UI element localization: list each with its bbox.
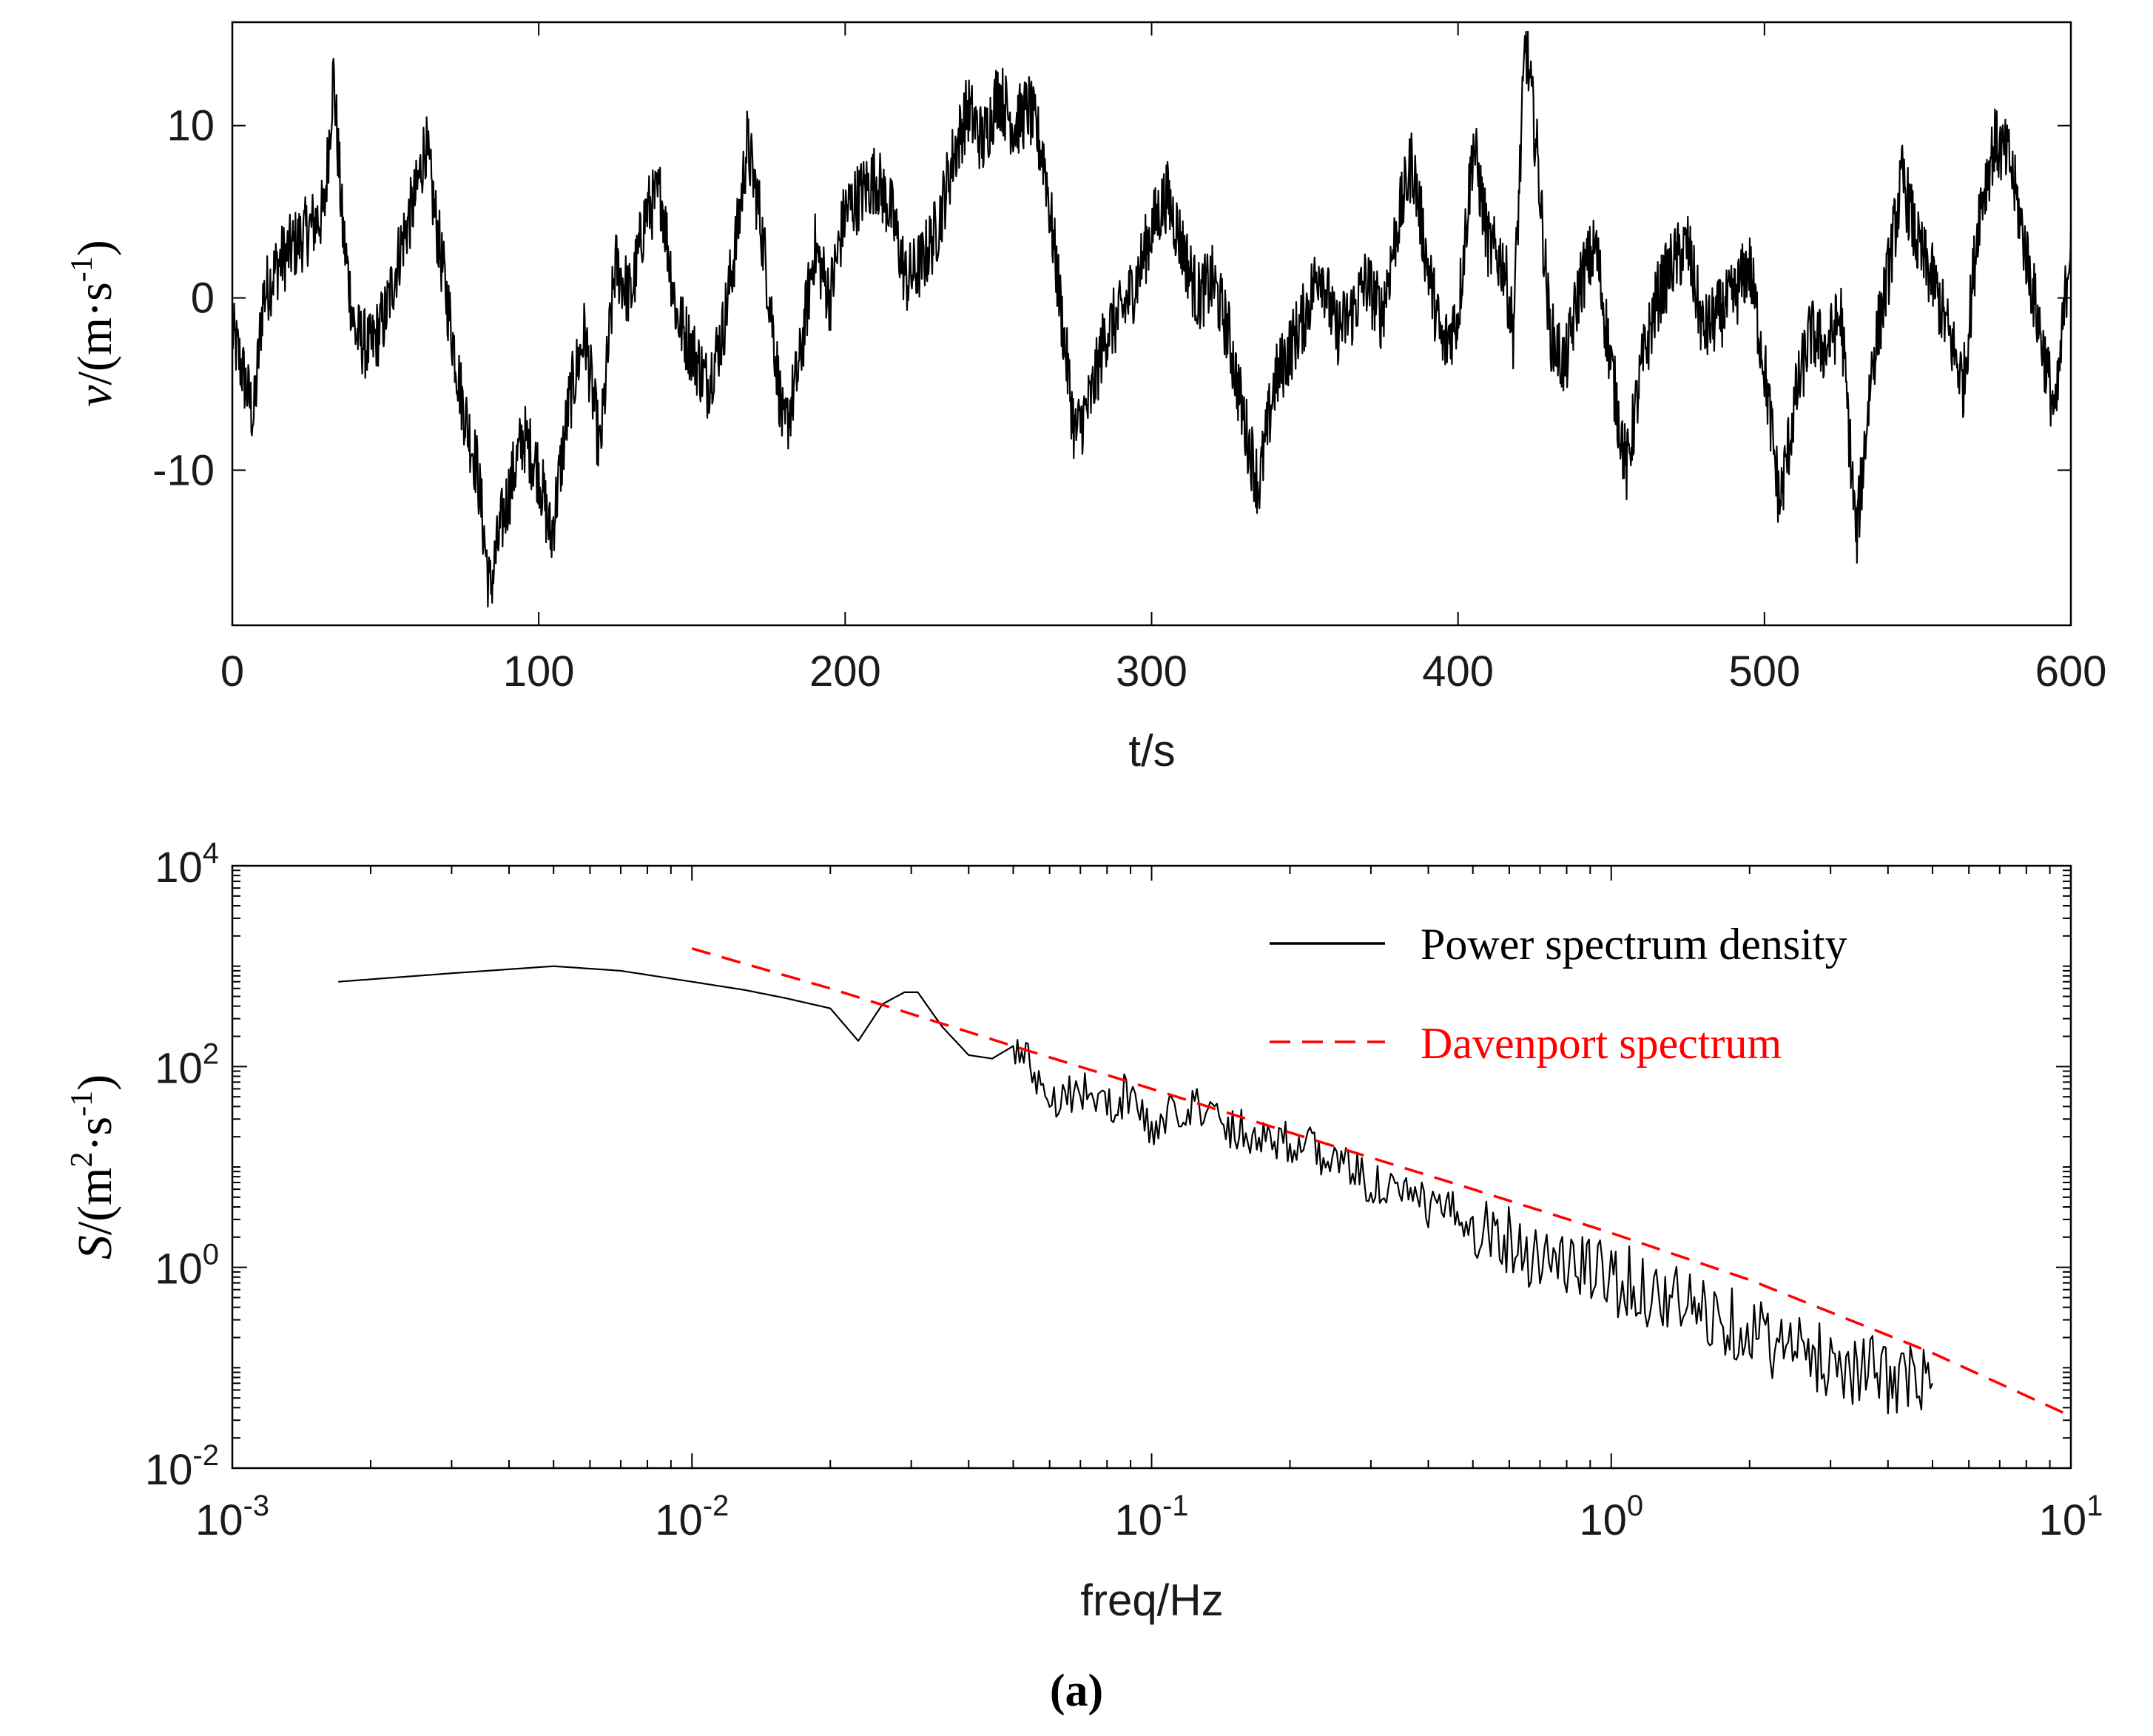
y-tick-label: 102 — [155, 1037, 219, 1092]
time-series-plot-frame — [231, 21, 2072, 627]
legend-davenport-label: Davenport spectrum — [1421, 1019, 1782, 1068]
spectrum-ticks — [232, 866, 2071, 1469]
legend-psd-label: Power spectrum density — [1421, 920, 1847, 969]
velocity-series-line — [231, 30, 2072, 608]
time-series-y-axis-label: v/(m·s-1) — [65, 240, 122, 407]
y-tick-label: 10 — [166, 102, 215, 150]
time-series-y-tick-labels: -10 0 10 — [152, 102, 215, 495]
spectrum-x-axis-label: freq/Hz — [1080, 1575, 1223, 1625]
time-series-ticks — [232, 22, 2072, 625]
legend: Power spectrum density Davenport spectru… — [1270, 920, 1847, 1068]
y-tick-label: 10-2 — [145, 1439, 219, 1494]
x-tick-label: 100 — [503, 647, 575, 696]
x-tick-label: 10-1 — [1114, 1490, 1188, 1544]
power-spectrum-density-line — [338, 965, 1934, 1415]
x-tick-label: 600 — [2035, 647, 2107, 696]
spectrum-x-tick-labels: 10-3 10-2 10-1 100 101 — [195, 1490, 2103, 1544]
y-tick-label: 0 — [191, 275, 215, 323]
time-series-panel: 0 100 200 300 400 500 600 -10 0 10 t/s v/(m·s-1) — [65, 21, 2107, 776]
y-tick-label: 100 — [155, 1239, 219, 1293]
spectrum-y-tick-labels: 10-2 100 102 104 — [145, 837, 219, 1494]
x-tick-label: 100 — [1579, 1490, 1643, 1544]
x-tick-label: 400 — [1422, 647, 1494, 696]
x-tick-label: 200 — [809, 647, 881, 696]
x-tick-label: 101 — [2039, 1490, 2103, 1544]
x-tick-label: 500 — [1728, 647, 1800, 696]
x-tick-label: 300 — [1116, 647, 1187, 696]
y-tick-label: 104 — [155, 837, 219, 892]
davenport-spectrum-line — [691, 947, 2072, 1418]
figure-caption: (a) — [1050, 1666, 1103, 1716]
y-tick-label: -10 — [152, 446, 215, 494]
x-tick-label: 10-2 — [655, 1490, 729, 1544]
time-series-x-axis-label: t/s — [1128, 726, 1175, 776]
x-tick-label: 0 — [220, 647, 244, 696]
time-series-x-tick-labels: 0 100 200 300 400 500 600 — [220, 647, 2107, 696]
x-tick-label: 10-3 — [195, 1490, 269, 1544]
spectrum-y-axis-label: S/(m2·s-1) — [65, 1074, 122, 1259]
